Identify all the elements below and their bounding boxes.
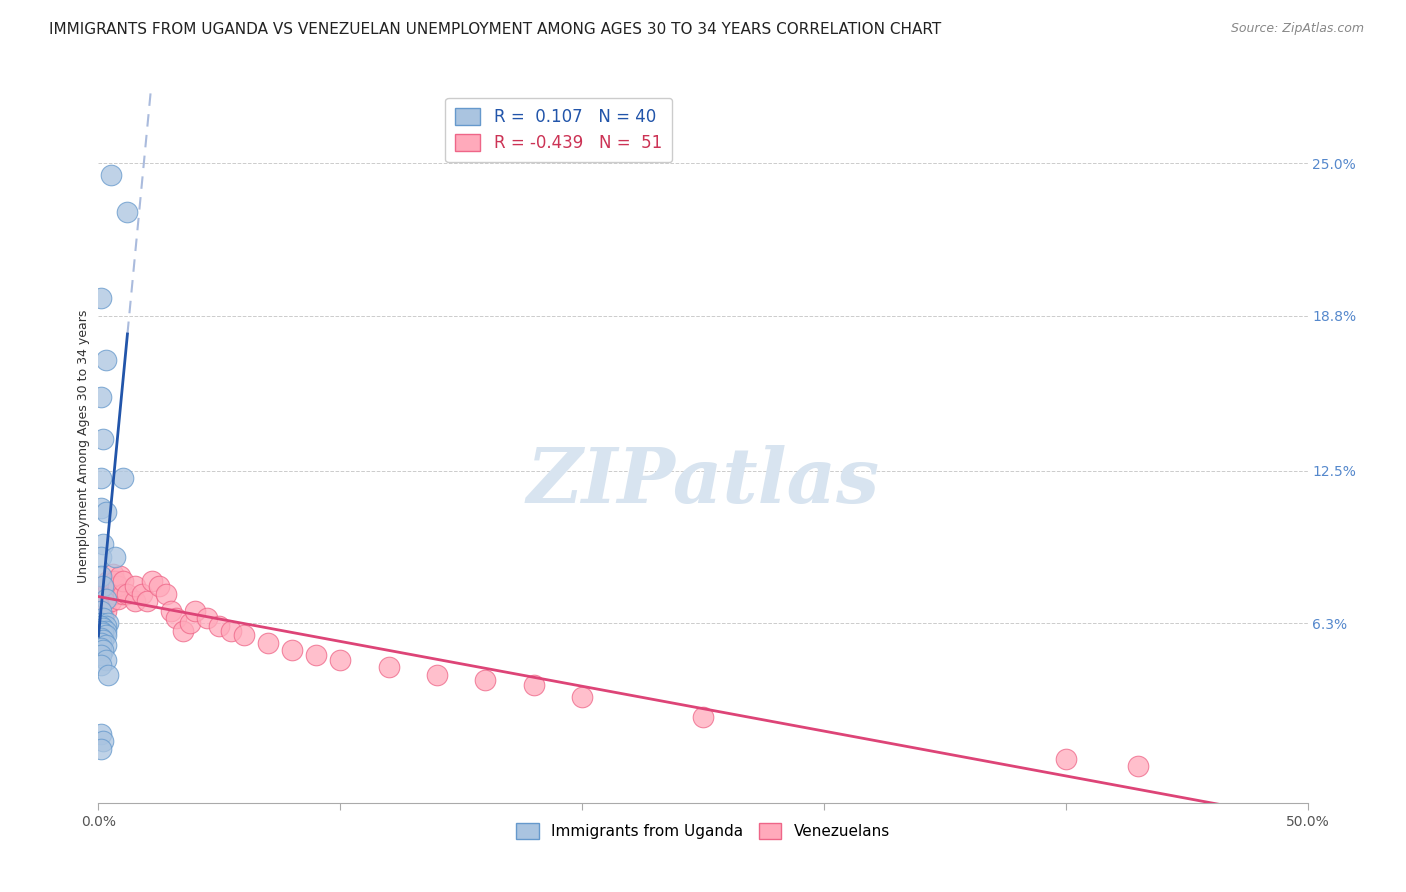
Point bbox=[108, 569, 131, 583]
Point bbox=[523, 678, 546, 692]
Point bbox=[90, 741, 112, 756]
Point bbox=[94, 591, 117, 606]
Point bbox=[97, 616, 120, 631]
Point bbox=[221, 624, 243, 638]
Point bbox=[571, 690, 593, 704]
Point bbox=[97, 579, 120, 593]
Y-axis label: Unemployment Among Ages 30 to 34 years: Unemployment Among Ages 30 to 34 years bbox=[77, 310, 90, 582]
Point bbox=[91, 432, 114, 446]
Point bbox=[90, 631, 112, 645]
Point bbox=[107, 591, 129, 606]
Point bbox=[90, 648, 112, 662]
Point bbox=[91, 643, 114, 657]
Point bbox=[281, 643, 304, 657]
Point bbox=[377, 660, 399, 674]
Point bbox=[692, 709, 714, 723]
Text: Source: ZipAtlas.com: Source: ZipAtlas.com bbox=[1230, 22, 1364, 36]
Point bbox=[91, 604, 114, 618]
Point bbox=[155, 587, 177, 601]
Text: ZIPatlas: ZIPatlas bbox=[526, 445, 880, 518]
Point bbox=[232, 628, 254, 642]
Point bbox=[131, 587, 153, 601]
Point bbox=[172, 624, 194, 638]
Point bbox=[91, 626, 114, 640]
Point bbox=[94, 591, 117, 606]
Point bbox=[94, 352, 117, 367]
Point bbox=[305, 648, 328, 662]
Point bbox=[117, 587, 139, 601]
Point bbox=[165, 611, 187, 625]
Point bbox=[104, 574, 127, 589]
Text: IMMIGRANTS FROM UGANDA VS VENEZUELAN UNEMPLOYMENT AMONG AGES 30 TO 34 YEARS CORR: IMMIGRANTS FROM UGANDA VS VENEZUELAN UNE… bbox=[49, 22, 942, 37]
Point bbox=[208, 618, 231, 632]
Point bbox=[1054, 751, 1077, 765]
Point bbox=[91, 594, 114, 608]
Point bbox=[94, 505, 117, 519]
Point bbox=[94, 604, 117, 618]
Point bbox=[90, 604, 112, 618]
Point bbox=[100, 169, 122, 183]
Point bbox=[91, 611, 114, 625]
Point bbox=[100, 594, 122, 608]
Legend: Immigrants from Uganda, Venezuelans: Immigrants from Uganda, Venezuelans bbox=[510, 817, 896, 845]
Point bbox=[90, 618, 112, 632]
Point bbox=[90, 616, 112, 631]
Point bbox=[184, 604, 207, 618]
Point bbox=[195, 611, 218, 625]
Point bbox=[117, 205, 139, 219]
Point bbox=[107, 579, 129, 593]
Point bbox=[90, 727, 112, 741]
Point bbox=[148, 579, 170, 593]
Point bbox=[91, 633, 114, 648]
Point bbox=[90, 500, 112, 515]
Point bbox=[94, 587, 117, 601]
Point bbox=[90, 291, 112, 305]
Point bbox=[329, 653, 352, 667]
Point bbox=[179, 616, 201, 631]
Point bbox=[94, 653, 117, 667]
Point bbox=[474, 673, 496, 687]
Point bbox=[94, 624, 117, 638]
Point bbox=[90, 616, 112, 631]
Point bbox=[111, 574, 134, 589]
Point bbox=[90, 624, 112, 638]
Point bbox=[94, 628, 117, 642]
Point bbox=[90, 390, 112, 404]
Point bbox=[90, 640, 112, 655]
Point bbox=[91, 734, 114, 748]
Point bbox=[135, 594, 157, 608]
Point bbox=[90, 611, 112, 625]
Point bbox=[141, 574, 163, 589]
Point bbox=[90, 658, 112, 673]
Point bbox=[94, 638, 117, 652]
Point bbox=[90, 471, 112, 485]
Point bbox=[124, 594, 146, 608]
Point bbox=[90, 636, 112, 650]
Point bbox=[160, 604, 183, 618]
Point bbox=[100, 587, 122, 601]
Point bbox=[90, 618, 112, 632]
Point bbox=[91, 579, 114, 593]
Point bbox=[90, 549, 112, 564]
Point bbox=[256, 636, 278, 650]
Point bbox=[91, 621, 114, 635]
Point bbox=[104, 549, 127, 564]
Point bbox=[91, 537, 114, 551]
Point bbox=[90, 569, 112, 583]
Point bbox=[94, 618, 117, 632]
Point bbox=[111, 587, 134, 601]
Point bbox=[91, 599, 114, 613]
Point bbox=[101, 566, 124, 581]
Point bbox=[101, 574, 124, 589]
Point bbox=[124, 579, 146, 593]
Point bbox=[426, 668, 449, 682]
Point bbox=[97, 668, 120, 682]
Point bbox=[104, 587, 127, 601]
Point bbox=[1128, 759, 1150, 773]
Point bbox=[111, 471, 134, 485]
Point bbox=[97, 574, 120, 589]
